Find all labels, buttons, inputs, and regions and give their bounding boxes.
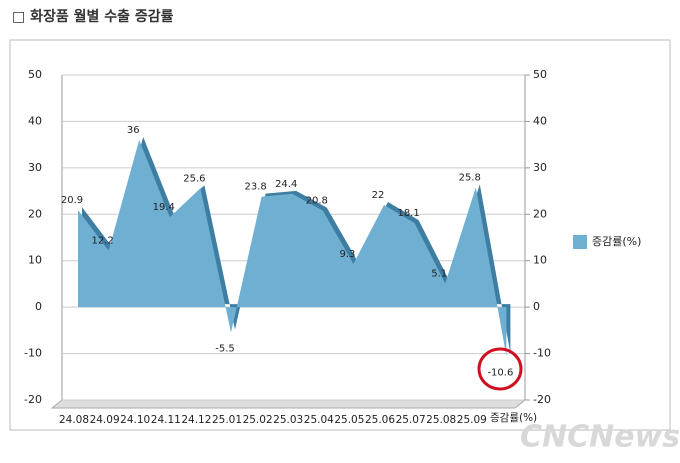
y-tick-label: 20 bbox=[28, 207, 42, 220]
y-tick-label: -20 bbox=[24, 393, 42, 406]
y2-tick-label: 10 bbox=[533, 254, 547, 267]
data-label: 24.4 bbox=[275, 179, 297, 190]
x-tick-label: 24.08 bbox=[59, 414, 89, 426]
x-tick-label: 25.01 bbox=[212, 414, 242, 426]
data-label: -10.6 bbox=[487, 367, 513, 378]
y2-tick-label: 30 bbox=[533, 161, 547, 174]
chart-frame bbox=[9, 39, 671, 431]
highlight-circle bbox=[477, 347, 523, 391]
y-tick-label: -10 bbox=[24, 347, 42, 360]
legend-swatch bbox=[573, 235, 587, 249]
y-tick-label: 50 bbox=[28, 68, 42, 81]
data-label: -5.5 bbox=[215, 344, 235, 355]
data-label: 25.6 bbox=[183, 173, 205, 184]
data-label: 12.2 bbox=[91, 236, 113, 247]
legend-label: 증감률(%) bbox=[592, 235, 641, 248]
data-label: 19.4 bbox=[153, 202, 175, 213]
data-label: 25.8 bbox=[459, 172, 481, 183]
y2-tick-label: -10 bbox=[533, 347, 551, 360]
x-tick-label: 25.05 bbox=[334, 414, 364, 426]
floor bbox=[50, 399, 527, 409]
y-tick-label: 30 bbox=[28, 161, 42, 174]
y2-tick-label: 0 bbox=[533, 300, 540, 313]
data-label: 20.8 bbox=[306, 196, 328, 207]
data-label: 18.1 bbox=[397, 208, 419, 219]
y-tick-label: 10 bbox=[28, 254, 42, 267]
x-tick-label: 25.03 bbox=[273, 414, 303, 426]
x-tick-label: 25.04 bbox=[304, 414, 334, 426]
data-label: 20.9 bbox=[61, 195, 83, 206]
x-tick-label: 25.07 bbox=[396, 414, 426, 426]
data-label: 9.3 bbox=[339, 249, 355, 260]
data-label: 5.1 bbox=[431, 268, 447, 279]
x-tick-label: 25.06 bbox=[365, 414, 395, 426]
data-label: 22 bbox=[372, 190, 385, 201]
y2-tick-label: 20 bbox=[533, 207, 547, 220]
watermark: CNCNews bbox=[520, 420, 680, 455]
x-tick-label: 25.09 bbox=[457, 414, 487, 426]
y2-tick-label: -20 bbox=[533, 393, 551, 406]
area bbox=[78, 140, 507, 357]
y2-tick-label: 40 bbox=[533, 114, 547, 127]
x-tick-label: 25.02 bbox=[243, 414, 273, 426]
y-tick-label: 40 bbox=[28, 114, 42, 127]
x-tick-label: 24.12 bbox=[181, 414, 211, 426]
x-tick-label: 24.11 bbox=[151, 414, 181, 426]
data-label: 36 bbox=[127, 125, 140, 136]
depth-axis-label: 증감률(%) bbox=[490, 412, 537, 424]
y-tick-label: 0 bbox=[35, 300, 42, 313]
x-tick-label: 25.08 bbox=[426, 414, 456, 426]
x-tick-label: 24.09 bbox=[90, 414, 120, 426]
chart-title: □ 화장품 월별 수출 증감률 bbox=[12, 8, 174, 25]
y2-tick-label: 50 bbox=[533, 68, 547, 81]
x-tick-label: 24.10 bbox=[120, 414, 150, 426]
data-label: 23.8 bbox=[244, 182, 266, 193]
